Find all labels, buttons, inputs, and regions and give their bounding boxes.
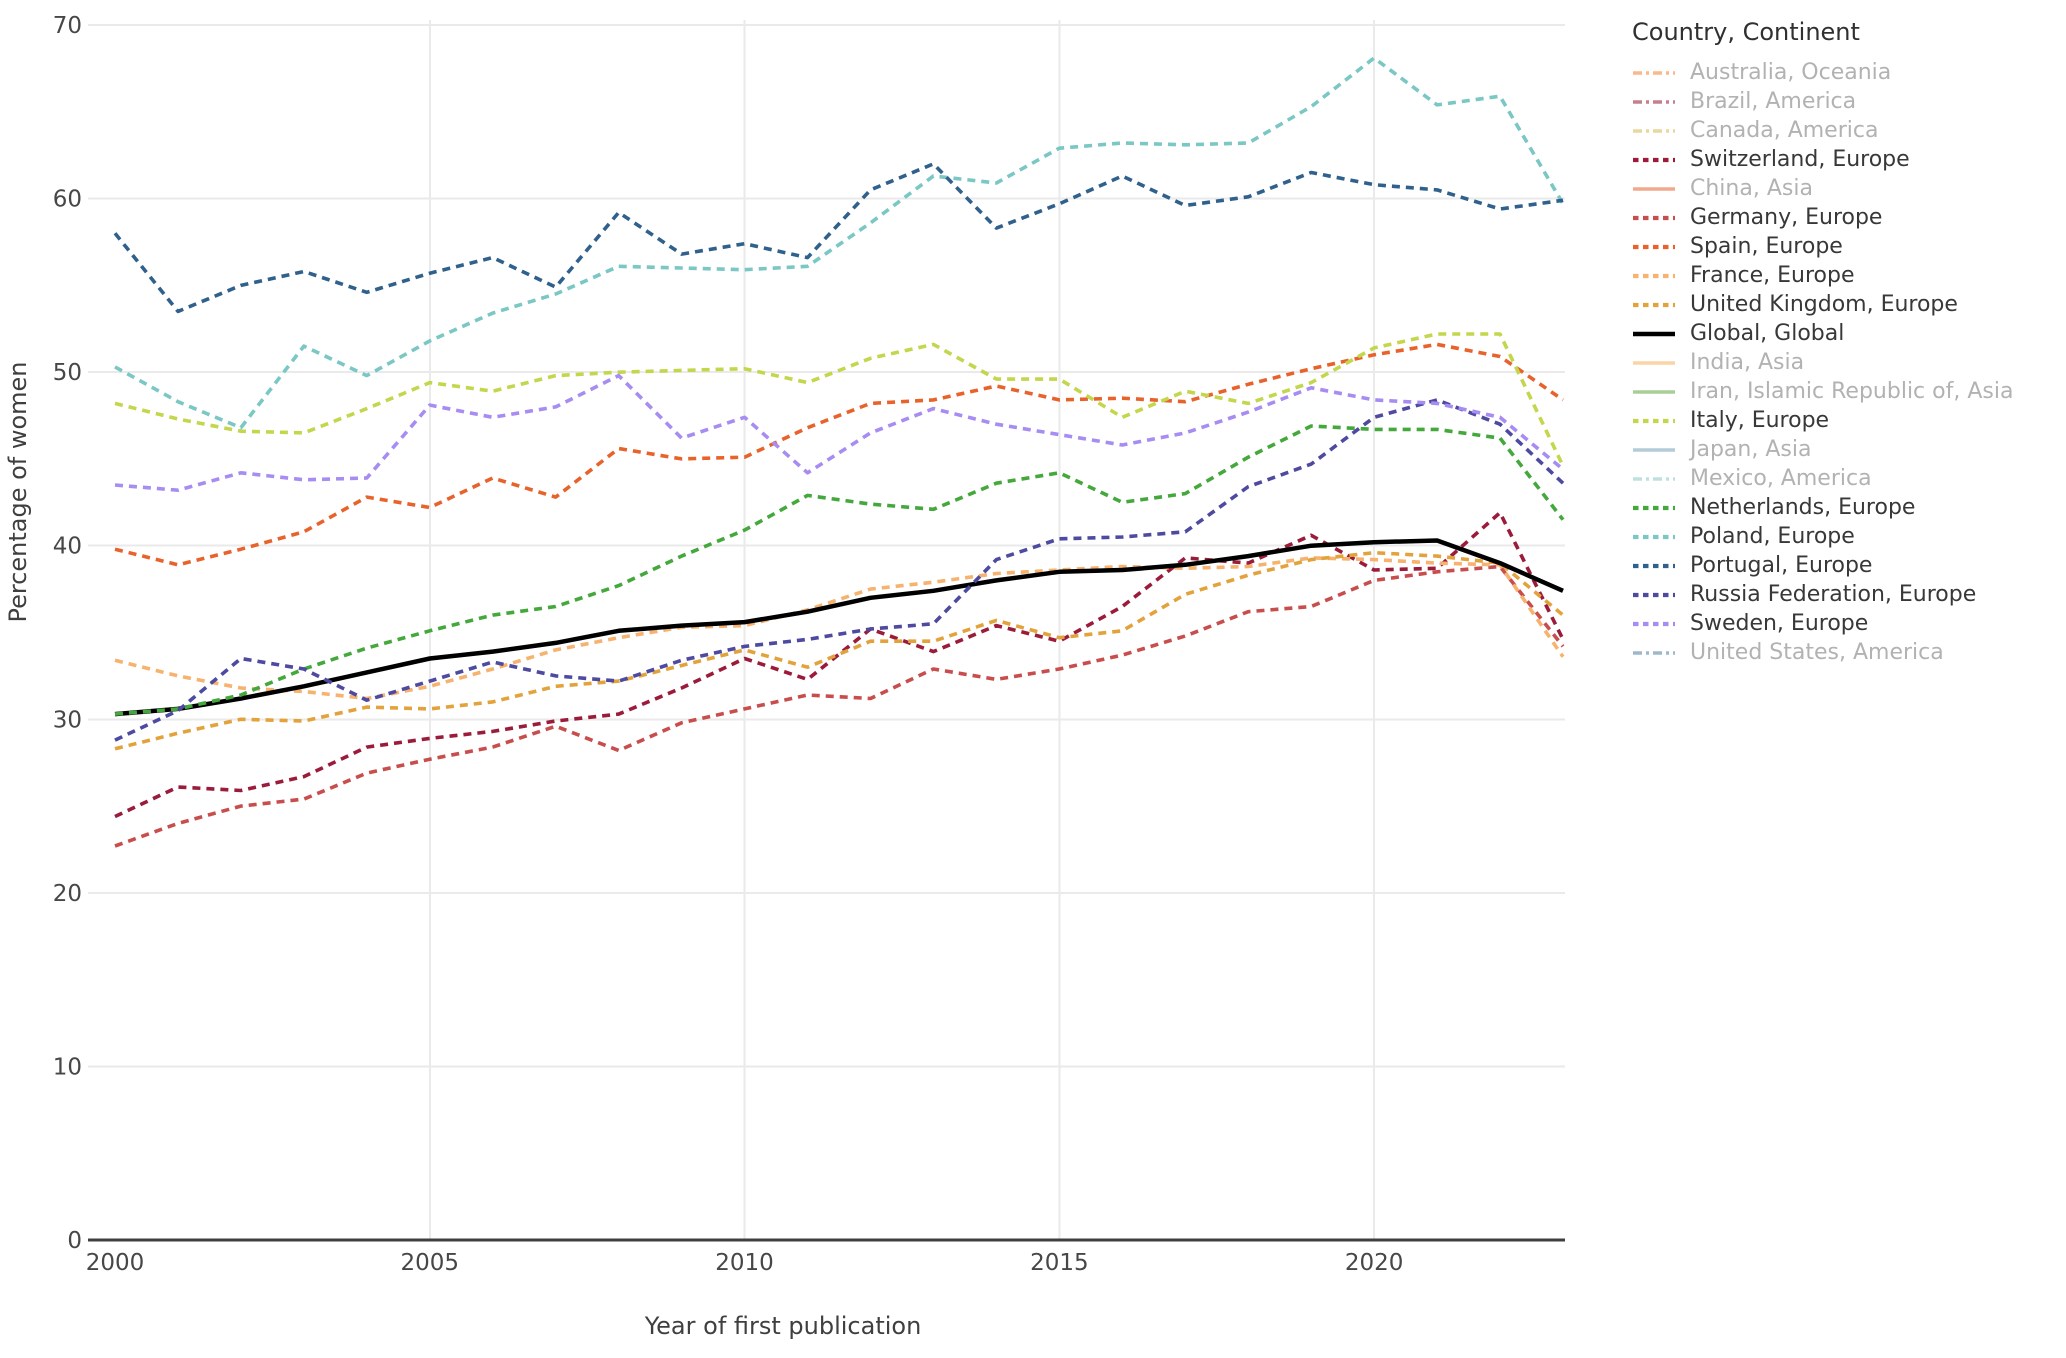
series-line-france bbox=[114, 556, 1565, 701]
legend-item-russia-federation[interactable]: Russia Federation, Europe bbox=[1632, 580, 2062, 609]
legend-item-poland[interactable]: Poland, Europe bbox=[1632, 522, 2062, 551]
legend-item-spain[interactable]: Spain, Europe bbox=[1632, 232, 2062, 261]
legend-line-swatch-icon bbox=[1633, 302, 1675, 307]
x-tick-label: 2000 bbox=[86, 1250, 145, 1276]
legend-item-france[interactable]: France, Europe bbox=[1632, 261, 2062, 290]
legend-line-swatch-icon bbox=[1633, 99, 1675, 104]
legend-item-label: Japan, Asia bbox=[1690, 437, 1812, 462]
y-tick-label: 30 bbox=[53, 707, 82, 733]
legend-item-sweden[interactable]: Sweden, Europe bbox=[1632, 609, 2062, 638]
legend-line-swatch-icon bbox=[1633, 650, 1675, 655]
x-axis-title: Year of first publication bbox=[644, 1312, 922, 1340]
legend-item-label: Netherlands, Europe bbox=[1690, 495, 1916, 520]
y-tick-label: 50 bbox=[53, 360, 82, 386]
legend-item-label: Canada, America bbox=[1690, 118, 1879, 143]
legend-item-switzerland[interactable]: Switzerland, Europe bbox=[1632, 145, 2062, 174]
x-tick-label: 2005 bbox=[401, 1250, 460, 1276]
series-line-germany bbox=[114, 564, 1565, 848]
legend-line-swatch-icon bbox=[1633, 389, 1675, 394]
series-line-italy bbox=[114, 332, 1565, 467]
legend-line-swatch-icon bbox=[1633, 534, 1675, 539]
series-line-sweden bbox=[114, 373, 1565, 493]
legend-item-label: France, Europe bbox=[1690, 263, 1855, 288]
y-axis-title: Percentage of women bbox=[4, 361, 32, 623]
legend-line-swatch-icon bbox=[1633, 418, 1675, 423]
legend-item-label: Spain, Europe bbox=[1690, 234, 1843, 259]
legend-item-label: Poland, Europe bbox=[1690, 524, 1855, 549]
legend-item-portugal[interactable]: Portugal, Europe bbox=[1632, 551, 2062, 580]
series-line-russia-federation bbox=[114, 398, 1565, 742]
legend-item-label: India, Asia bbox=[1690, 350, 1805, 375]
legend-line-swatch-icon bbox=[1633, 273, 1675, 278]
series-line-global bbox=[114, 538, 1564, 717]
legend-item-mexico[interactable]: Mexico, America bbox=[1632, 464, 2062, 493]
legend-line-swatch-icon bbox=[1633, 621, 1675, 626]
legend-item-australia[interactable]: Australia, Oceania bbox=[1632, 58, 2062, 87]
legend-item-brazil[interactable]: Brazil, America bbox=[1632, 87, 2062, 116]
legend-item-label: United Kingdom, Europe bbox=[1690, 292, 1958, 317]
series-line-poland bbox=[114, 56, 1565, 430]
legend-line-swatch-icon bbox=[1633, 505, 1675, 510]
legend-item-label: Mexico, America bbox=[1690, 466, 1872, 491]
legend-item-netherlands[interactable]: Netherlands, Europe bbox=[1632, 493, 2062, 522]
y-tick-label: 60 bbox=[53, 187, 82, 213]
series-line-netherlands bbox=[114, 424, 1565, 716]
series-line-portugal bbox=[113, 162, 1564, 314]
legend-line-swatch-icon bbox=[1633, 360, 1675, 365]
series-line-united-kingdom bbox=[114, 550, 1565, 751]
legend-item-label: Sweden, Europe bbox=[1690, 611, 1869, 636]
legend-item-iran[interactable]: Iran, Islamic Republic of, Asia bbox=[1632, 377, 2062, 406]
legend-item-label: Australia, Oceania bbox=[1690, 60, 1892, 85]
y-tick-label: 70 bbox=[53, 13, 82, 39]
legend-item-label: Brazil, America bbox=[1690, 89, 1857, 114]
series-line-switzerland bbox=[114, 510, 1565, 819]
y-tick-label: 0 bbox=[67, 1228, 82, 1254]
series-line-spain bbox=[114, 342, 1565, 567]
x-tick-label: 2010 bbox=[715, 1250, 774, 1276]
legend-item-label: Germany, Europe bbox=[1690, 205, 1883, 230]
legend-item-label: United States, America bbox=[1690, 640, 1944, 665]
legend-item-united-kingdom[interactable]: United Kingdom, Europe bbox=[1632, 290, 2062, 319]
legend-line-swatch-icon bbox=[1633, 186, 1675, 191]
legend-line-swatch-icon bbox=[1633, 128, 1675, 133]
legend-item-germany[interactable]: Germany, Europe bbox=[1632, 203, 2062, 232]
legend-item-japan[interactable]: Japan, Asia bbox=[1632, 435, 2062, 464]
legend-line-swatch-icon bbox=[1633, 70, 1675, 75]
legend-title: Country, Continent bbox=[1632, 18, 1860, 46]
x-tick-label: 2015 bbox=[1030, 1250, 1089, 1276]
legend-item-label: Global, Global bbox=[1690, 321, 1845, 346]
legend-line-swatch-icon bbox=[1633, 563, 1675, 568]
legend-line-swatch-icon bbox=[1633, 476, 1675, 481]
legend-item-label: Switzerland, Europe bbox=[1690, 147, 1910, 172]
legend-item-united-states[interactable]: United States, America bbox=[1632, 638, 2062, 667]
legend-item-label: China, Asia bbox=[1690, 176, 1813, 201]
legend-line-swatch-icon bbox=[1633, 244, 1675, 249]
y-tick-label: 10 bbox=[53, 1054, 82, 1080]
legend-line-swatch-icon bbox=[1633, 592, 1675, 597]
legend-item-label: Iran, Islamic Republic of, Asia bbox=[1690, 379, 2014, 404]
legend-line-swatch-icon bbox=[1633, 447, 1675, 452]
legend-item-label: Italy, Europe bbox=[1690, 408, 1830, 433]
legend-item-label: Portugal, Europe bbox=[1690, 553, 1873, 578]
legend-item-label: Russia Federation, Europe bbox=[1690, 582, 1977, 607]
chart-legend: Country, Continent Australia, Oceania Bra… bbox=[1632, 18, 2062, 667]
legend-item-italy[interactable]: Italy, Europe bbox=[1632, 406, 2062, 435]
legend-item-global[interactable]: Global, Global bbox=[1632, 319, 2062, 348]
legend-item-china[interactable]: China, Asia bbox=[1632, 174, 2062, 203]
legend-line-swatch-icon bbox=[1633, 157, 1675, 162]
legend-item-canada[interactable]: Canada, America bbox=[1632, 116, 2062, 145]
legend-entries: Australia, Oceania Brazil, America Canada,… bbox=[1632, 58, 2062, 667]
x-tick-label: 2020 bbox=[1345, 1250, 1404, 1276]
y-tick-label: 40 bbox=[53, 534, 82, 560]
legend-item-india[interactable]: India, Asia bbox=[1632, 348, 2062, 377]
y-tick-label: 20 bbox=[53, 881, 82, 907]
legend-line-swatch-icon bbox=[1633, 331, 1675, 336]
legend-line-swatch-icon bbox=[1633, 215, 1675, 220]
